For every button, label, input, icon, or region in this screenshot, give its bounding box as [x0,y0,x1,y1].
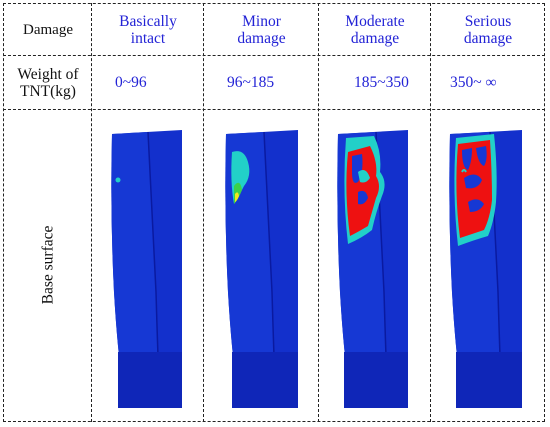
level-basically-intact: Basically intact [119,12,177,47]
damage-region [358,170,370,183]
weight-range-intact: 0~96 [115,74,147,92]
model-side-face [225,132,276,408]
column-divider [430,3,431,422]
damage-header-label: Damage [23,21,73,38]
model-bottom-band [344,352,408,408]
column-divider [203,3,204,422]
damage-contour-moderate [337,130,408,409]
level-serious-damage: Serious damage [463,12,513,47]
level-minor-damage: Minor damage [237,12,286,47]
damage-contour-serious [449,130,522,409]
table-border [3,3,545,422]
column-divider [91,3,92,422]
intact-hole [468,199,484,212]
intact-hole [358,190,368,205]
row-divider [3,109,545,110]
damage-region [235,192,239,202]
model-bottom-band [456,352,522,408]
damage-contour-line [461,169,467,173]
weight-range-moderate: 185~350 [354,74,409,92]
model-bottom-band [232,352,298,408]
intact-hole [464,174,482,189]
base-surface-label-cell: Base surface [5,110,91,420]
base-surface-label: Base surface [39,225,56,305]
damage-contour-minor [225,130,298,409]
damage-spot [115,177,121,183]
model-bottom-band [118,352,182,408]
model-side-face [111,132,160,408]
intact-hole [476,146,487,166]
damage-contour-basically-intact [111,130,182,409]
weight-range-minor: 96~185 [227,74,275,92]
level-moderate-damage: Moderate damage [345,12,405,47]
row-divider [3,55,545,56]
weight-range-serious: 350~ ∞ [450,74,497,92]
column-divider [318,3,319,422]
tnt-weight-label: Weight of TNT(kg) [17,65,79,100]
intact-hole [462,148,472,170]
